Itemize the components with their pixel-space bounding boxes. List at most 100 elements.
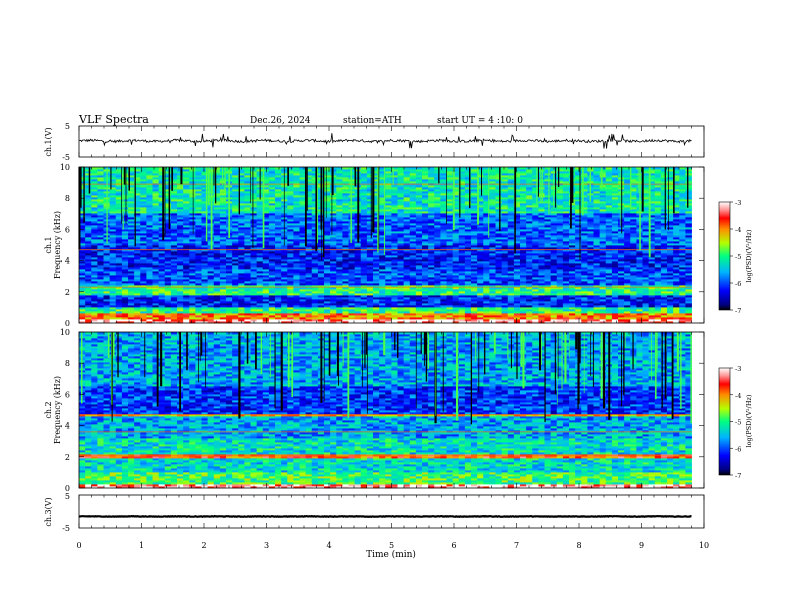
spectrogram-cell — [575, 291, 582, 294]
spectrogram-cell — [605, 307, 613, 310]
spectrogram-cell — [268, 301, 276, 304]
spectrogram-cell — [495, 311, 503, 314]
spectrogram-cell — [226, 305, 233, 308]
spectrogram-cell — [513, 271, 521, 274]
spectrogram-cell — [422, 267, 429, 270]
spectrogram-cell — [201, 297, 209, 300]
spectrogram-cell — [415, 265, 423, 268]
station-label: station=ATH — [343, 116, 402, 126]
spectrogram-cell — [507, 317, 515, 320]
spectrogram-cell — [256, 277, 264, 280]
spectrogram-cell — [575, 285, 582, 288]
spectrogram-cell — [232, 295, 239, 298]
spectrogram-cell — [422, 305, 429, 308]
spectrogram-cell — [213, 307, 221, 310]
spectrogram-cell — [134, 289, 141, 292]
spectrogram-cell — [593, 265, 601, 268]
spectrogram-cell — [434, 265, 441, 268]
spectrogram-cell — [201, 279, 209, 282]
spectrogram-cell — [232, 261, 239, 264]
spectrogram-cell — [673, 301, 680, 304]
spectrogram-cell — [195, 313, 202, 316]
spectrogram-cell — [109, 275, 117, 278]
spectrogram-cell — [532, 309, 539, 312]
spectrogram-cell — [575, 317, 582, 320]
spectrogram-cell — [556, 291, 564, 294]
spectrogram-cell — [158, 265, 166, 268]
spectrogram-cell — [397, 269, 405, 272]
spectrogram-cell — [636, 271, 643, 274]
spectrogram-cell — [422, 307, 429, 310]
spectrogram-cell — [415, 295, 423, 298]
spectrogram-cell — [281, 289, 288, 292]
spectrogram-cell — [91, 261, 98, 264]
spectrogram-cell — [207, 317, 215, 320]
spectrogram-cell — [268, 291, 276, 294]
spectrogram-cell — [440, 309, 447, 312]
spectrogram-cell — [342, 295, 349, 298]
spectrogram-cell — [366, 305, 374, 308]
spectrogram-cell — [550, 291, 558, 294]
spectrogram-cell — [342, 287, 349, 290]
spectrogram-cell — [520, 309, 527, 312]
spectrogram-cell — [97, 293, 104, 296]
spectrogram-cell — [440, 319, 447, 322]
spectrogram-cell — [164, 269, 172, 272]
spectrogram-cell — [452, 313, 460, 316]
spectrogram-cell — [526, 301, 533, 304]
spectrogram-cell — [366, 321, 374, 324]
spectrogram-cell — [532, 299, 539, 302]
spectrogram-cell — [452, 289, 460, 292]
spectrogram-cell — [611, 273, 619, 276]
spectrogram-cell — [121, 295, 129, 298]
spectrogram-cell — [158, 313, 166, 316]
spectrogram-cell — [195, 279, 202, 282]
spectrogram-cell — [599, 317, 607, 320]
spectrogram-cell — [452, 277, 460, 280]
spectrogram-cell — [201, 299, 209, 302]
spectrogram-cell — [360, 271, 368, 274]
spectrogram-cell — [360, 305, 368, 308]
spectrogram-cell — [103, 315, 111, 318]
spectrogram-cell — [238, 313, 245, 316]
spectrogram-cell — [348, 291, 356, 294]
spectrogram-cell — [354, 301, 362, 304]
spectrogram-cell — [250, 291, 258, 294]
spectrogram-cell — [379, 311, 386, 314]
spectrogram-cell — [636, 265, 643, 268]
spectrogram-cell — [226, 317, 233, 320]
spectrogram-cell — [562, 295, 570, 298]
spectrogram-cell — [618, 283, 625, 286]
spectrogram-cell — [458, 279, 466, 282]
spectrogram-cell — [195, 321, 202, 324]
spectrogram-cell — [373, 321, 380, 324]
spectrogram-cell — [520, 277, 527, 280]
spectrogram-cell — [164, 279, 172, 282]
spectrogram-cell — [373, 301, 380, 304]
spectrogram-cell — [501, 273, 509, 276]
spectrogram-cell — [287, 277, 294, 280]
spectrogram-cell — [520, 307, 527, 310]
spectrogram-cell — [642, 309, 650, 312]
spectrogram-cell — [428, 315, 435, 318]
spectrogram-cell — [183, 301, 190, 304]
spectrogram-cell — [581, 291, 588, 294]
spectrogram-cell — [618, 315, 625, 318]
spectrogram-cell — [348, 301, 356, 304]
spectrogram-cell — [201, 317, 209, 320]
spectrogram-cell — [366, 317, 374, 320]
spectrogram-cell — [513, 297, 521, 300]
spectrogram-cell — [354, 317, 362, 320]
spectrogram-cell — [121, 321, 129, 324]
spectrogram-cell — [140, 295, 147, 298]
spectrogram-cell — [685, 297, 692, 300]
spectrogram-cell — [648, 311, 656, 314]
spectrogram-cell — [336, 271, 343, 274]
spectrogram-cell — [134, 311, 141, 314]
spectrogram-cell — [428, 299, 435, 302]
spectrogram-cell — [103, 267, 111, 270]
spectrogram-cell — [556, 305, 564, 308]
spectrogram-cell — [219, 311, 227, 314]
spectrogram-cell — [513, 313, 521, 316]
spectrogram-cell — [483, 275, 490, 278]
